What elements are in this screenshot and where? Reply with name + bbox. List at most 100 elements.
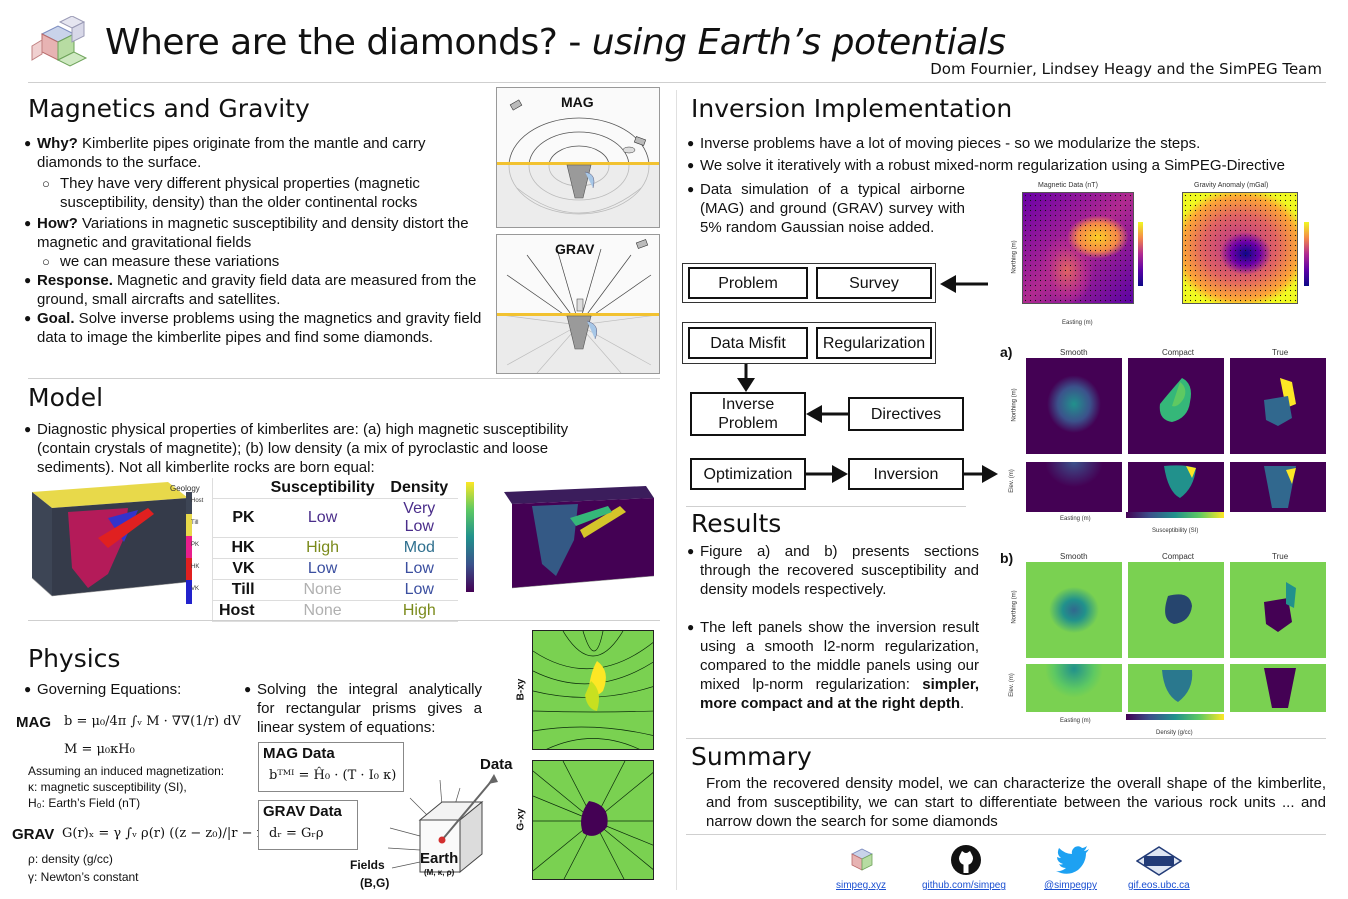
magrav-bullets: Why? Kimberlite pipes originate from the… (24, 134, 484, 347)
earth-cube-diagram: Data Earth (M, κ, ρ) (380, 756, 520, 888)
divider-results (686, 506, 966, 507)
github-icon[interactable] (950, 844, 982, 881)
bullet-why-sub: They have very different physical proper… (24, 174, 484, 212)
earth-label: Earth (420, 850, 459, 867)
grav-equation: G(r)ₓ = γ ∫ᵥ ρ(r) ((z − z₀)/|r − r₀|³) d… (62, 826, 305, 841)
inversion-bullet-3: Data simulation of a typical airborne (M… (687, 180, 965, 237)
legend-item-pk: PK (191, 542, 200, 548)
survey-box: Survey (816, 267, 932, 299)
col-title-true-b: True (1272, 552, 1289, 561)
inversion-bullet-2: We solve it iteratively with a robust mi… (687, 156, 1337, 175)
table-row: VK Low Low (212, 558, 458, 580)
simpeg-footer-icon[interactable] (846, 844, 880, 879)
den-colorbar-label: Density (g/cc) (1156, 730, 1193, 736)
section-heading-physics: Physics (28, 644, 121, 673)
header-divider (28, 82, 1326, 83)
gif-link[interactable]: gif.eos.ubc.ca (1128, 880, 1190, 891)
cell-sus: None (264, 600, 381, 622)
inverse-problem-box: Inverse Problem (690, 392, 806, 436)
grav-figure-label: GRAV (555, 241, 595, 257)
bullet-how: How? Variations in magnetic susceptibili… (24, 214, 484, 252)
optimization-box: Optimization (690, 458, 806, 490)
geology-legend-title: Geology (170, 484, 200, 493)
regularization-box: Regularization (816, 327, 932, 359)
divider-footer (686, 834, 1326, 835)
results-para-2: The left panels show the inversion resul… (687, 618, 979, 713)
cell-den: Mod (380, 537, 458, 559)
section-heading-summary: Summary (691, 742, 812, 771)
northing-label-a: Northing (m) (1011, 388, 1018, 422)
magnetization-equation: M = μ₀κH₀ (64, 742, 135, 757)
poster-title: Where are the diamonds? - using Earth’s … (105, 22, 1006, 63)
row-unit: VK (212, 558, 265, 580)
den-smooth-plan (1026, 562, 1122, 658)
table-row: Host None High (212, 600, 458, 622)
governing-equations-label: Governing Equations: (24, 680, 244, 699)
divider-summary (686, 738, 1326, 739)
mag-map-ylabel: Northing (m) (1011, 240, 1018, 274)
property-colorbar (466, 482, 474, 592)
results-bullets: Figure a) and b) presents sections throu… (687, 542, 979, 713)
bxy-label: B-xy (515, 678, 527, 701)
col-title-true-a: True (1272, 348, 1289, 357)
col-title-smooth-b: Smooth (1060, 552, 1088, 561)
easting-label-b: Easting (m) (1060, 718, 1091, 724)
divider-model (28, 378, 660, 379)
cell-den: Low (380, 558, 458, 580)
bullet-response: Response. Magnetic and gravity field dat… (24, 271, 484, 309)
sus-colorbar (1126, 512, 1224, 518)
simpeg-link[interactable]: simpeg.xyz (836, 880, 887, 891)
rock-properties-table: Susceptibility Density PK Low Very Low H… (212, 478, 458, 622)
github-link[interactable]: github.com/simpeg (922, 880, 1006, 891)
simpeg-logo (30, 15, 92, 70)
gamma-text: γ: Newton’s constant (28, 870, 139, 884)
cell-den: Very Low (380, 498, 458, 538)
inversion-bullets: Inverse problems have a lot of moving pi… (687, 134, 1337, 175)
assume-text: Assuming an induced magnetization: (28, 764, 225, 778)
bullet-goal: Goal. Solve inverse problems using the m… (24, 309, 484, 347)
cell-sus: Low (264, 558, 381, 580)
inversion-bullet-1: Inverse problems have a lot of moving pi… (687, 134, 1337, 153)
den-true-plan (1230, 562, 1326, 658)
geology-legend: Host Till PK HK VK (186, 492, 206, 608)
mag-map-title: Magnetic Data (nT) (1038, 182, 1098, 189)
inversion-box: Inversion (848, 458, 964, 490)
cell-sus: None (264, 579, 381, 601)
table-row: Till None Low (212, 579, 458, 601)
den-true-section (1230, 664, 1326, 712)
inversion-output-arrow-icon (964, 462, 998, 491)
results-b-label: b) (1000, 550, 1014, 566)
col-title-compact-a: Compact (1162, 348, 1195, 357)
mag-data-box: MAG Data bᵀᴹᴵ = Ĥ₀ · (T · Ι₀ κ) (258, 742, 404, 792)
grav-data-box: GRAV Data dᵣ = Gᵣρ (258, 800, 358, 850)
gxy-label: G-xy (515, 808, 527, 831)
h0-text: H₀: Earth’s Field (nT) (28, 796, 141, 810)
middle-group-frame (682, 322, 936, 364)
sus-colorbar-label: Susceptibility (SI) (1152, 528, 1199, 534)
bxy-field-panel (532, 630, 654, 750)
mag-map-colorbar (1138, 222, 1143, 286)
fields-label: Fields (350, 858, 385, 872)
row-unit: Till (212, 579, 265, 601)
gif-logo-icon[interactable] (1135, 846, 1183, 881)
legend-item-till: Till (191, 520, 199, 526)
authors: Dom Fournier, Lindsey Heagy and the SimP… (930, 60, 1322, 78)
sus-true-section (1230, 462, 1326, 512)
opt-to-inversion-arrow-icon (806, 462, 848, 491)
section-heading-model: Model (28, 383, 104, 412)
mag-map-plot (1022, 192, 1134, 304)
grav-survey-figure: GRAV (496, 234, 660, 374)
directives-box: Directives (848, 397, 964, 431)
top-group-frame (682, 263, 936, 303)
den-compact-plan (1128, 562, 1224, 658)
magnetic-data-map: Magnetic Data (nT) Easting (m) (1018, 182, 1158, 330)
twitter-icon[interactable] (1056, 846, 1090, 879)
twitter-link[interactable]: @simpegpy (1044, 880, 1097, 891)
col-header-susceptibility: Susceptibility (264, 478, 381, 499)
col-title-smooth-a: Smooth (1060, 348, 1088, 357)
den-colorbar (1126, 714, 1224, 720)
mag-data-equation: bᵀᴹᴵ = Ĥ₀ · (T · Ι₀ κ) (269, 768, 397, 783)
rho-text: ρ: density (g/cc) (28, 852, 113, 866)
elev-label-b: Elev. (m) (1008, 673, 1015, 697)
mag-data-title: MAG Data (263, 745, 335, 762)
